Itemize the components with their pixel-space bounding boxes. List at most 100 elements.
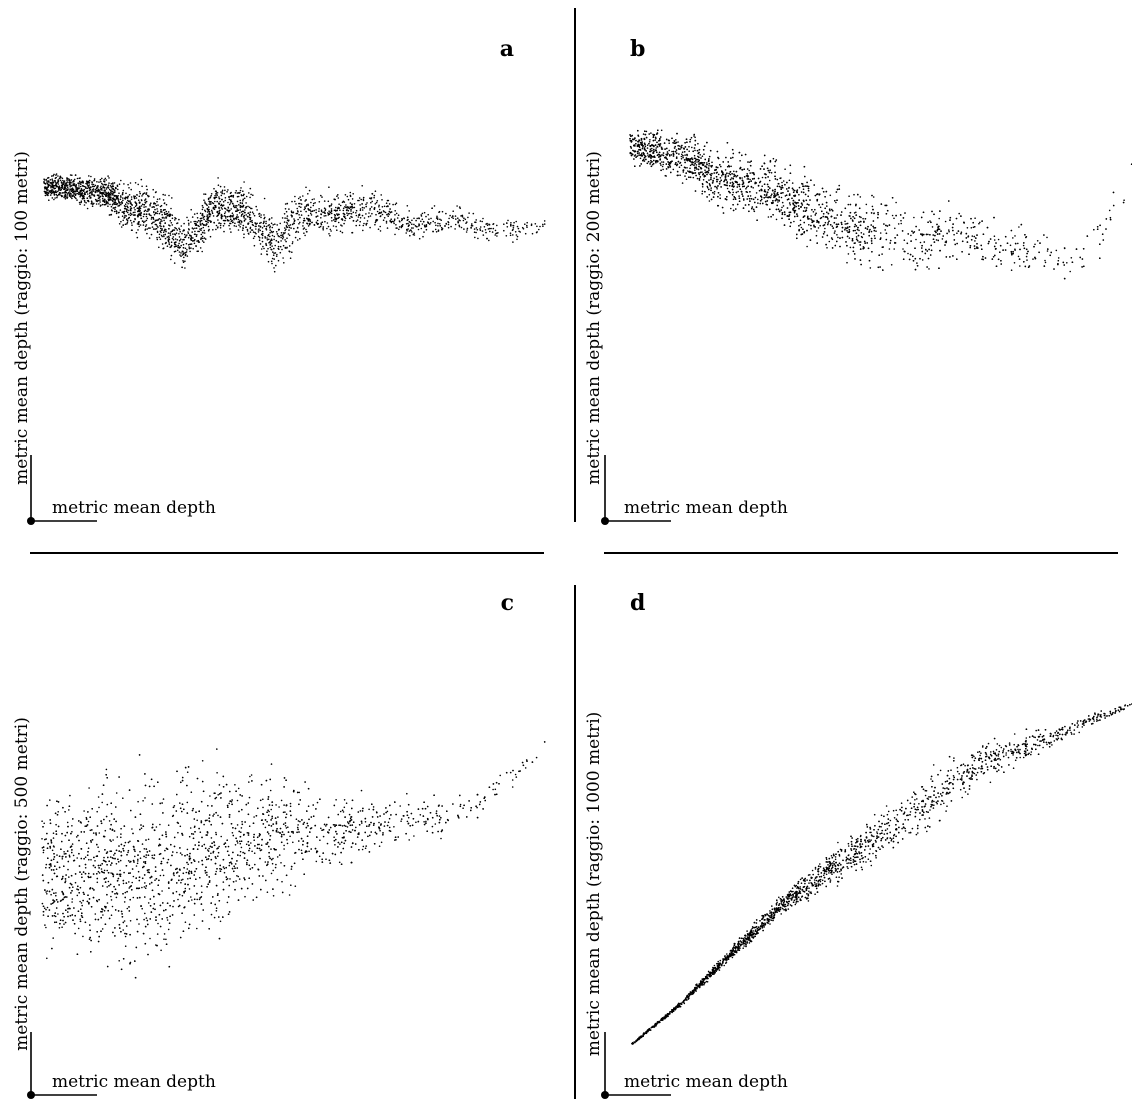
scatter-point-a <box>240 194 243 197</box>
scatter-point-a <box>70 179 73 181</box>
scatter-point-a <box>170 254 173 257</box>
scatter-point-a <box>108 192 111 195</box>
scatter-point-b <box>717 204 719 207</box>
scatter-point-a <box>219 200 221 203</box>
scatter-point-b <box>849 211 852 214</box>
scatter-point-b <box>1002 249 1004 251</box>
scatter-point-a <box>418 217 420 220</box>
scatter-point-b <box>781 184 783 187</box>
scatter-point-b <box>672 150 675 153</box>
scatter-point-a <box>82 194 85 197</box>
scatter-point-a <box>435 231 438 233</box>
scatter-point-a <box>88 179 91 182</box>
scatter-point-a <box>204 201 206 203</box>
scatter-point-b <box>665 153 668 156</box>
scatter-point-a <box>261 240 264 243</box>
scatter-point-a <box>461 214 463 217</box>
scatter-point-a <box>281 237 284 240</box>
scatter-point-b <box>919 257 921 260</box>
scatter-point-a <box>171 237 174 240</box>
scatter-point-b <box>644 145 647 148</box>
scatter-point-b <box>686 153 688 156</box>
scatter-point-a <box>395 202 398 204</box>
scatter-point-a <box>155 227 158 230</box>
scatter-point-b <box>926 250 929 252</box>
scatter-point-b <box>1057 263 1059 266</box>
scatter-point-a <box>239 226 241 228</box>
scatter-point-a <box>71 187 73 190</box>
scatter-point-b <box>909 253 912 256</box>
scatter-point-b <box>852 216 854 218</box>
scatter-point-b <box>720 179 722 182</box>
scatter-point-b <box>1019 265 1021 267</box>
scatter-point-a <box>126 201 128 204</box>
scatter-point-a <box>107 187 110 189</box>
scatter-point-b <box>747 178 750 180</box>
scatter-point-a <box>503 229 505 232</box>
scatter-point-a <box>45 191 48 194</box>
scatter-point-b <box>916 265 919 267</box>
scatter-point-b <box>836 188 839 191</box>
scatter-point-a <box>362 224 365 227</box>
scatter-point-a <box>49 182 52 184</box>
scatter-point-b <box>666 147 668 150</box>
scatter-point-a <box>124 216 126 218</box>
scatter-point-a <box>96 200 98 203</box>
scatter-point-a <box>173 242 176 244</box>
scatter-point-a <box>192 228 195 230</box>
scatter-point-a <box>104 203 107 206</box>
scatter-point-b <box>807 189 810 192</box>
scatter-point-a <box>122 224 124 226</box>
scatter-point-a <box>193 242 196 245</box>
scatter-point-a <box>207 225 210 228</box>
scatter-point-b <box>673 142 676 144</box>
scatter-point-a <box>291 241 294 243</box>
scatter-point-a <box>69 194 71 197</box>
scatter-point-a <box>178 227 180 230</box>
scatter-point-b <box>846 244 848 247</box>
scatter-point-b <box>712 179 714 182</box>
scatter-point-a <box>165 229 167 231</box>
scatter-point-a <box>345 209 348 212</box>
scatter-point-b <box>697 152 699 155</box>
scatter-point-a <box>228 210 230 213</box>
scatter-point-a <box>308 209 310 211</box>
scatter-point-b <box>885 204 888 207</box>
scatter-point-a <box>270 222 273 225</box>
scatter-point-b <box>1000 260 1002 262</box>
scatter-point-b <box>849 215 851 217</box>
scatter-point-b <box>757 202 759 204</box>
scatter-point-a <box>119 198 122 201</box>
scatter-point-a <box>359 209 362 212</box>
scatter-point-a <box>315 211 318 214</box>
scatter-point-a <box>232 195 234 197</box>
scatter-point-a <box>196 221 199 223</box>
scatter-point-a <box>137 209 140 212</box>
scatter-point-a <box>249 218 251 221</box>
scatter-point-a <box>321 221 324 223</box>
scatter-point-b <box>723 179 726 182</box>
scatter-point-a <box>115 196 118 199</box>
scatter-point-b <box>756 219 758 221</box>
scatter-point-b <box>681 144 683 147</box>
scatter-point-a <box>333 209 336 212</box>
scatter-point-b <box>871 194 873 197</box>
scatter-point-b <box>738 183 741 186</box>
scatter-point-a <box>389 208 391 210</box>
scatter-point-b <box>645 136 648 139</box>
scatter-point-a <box>158 236 161 239</box>
scatter-point-b <box>867 225 869 228</box>
scatter-point-a <box>144 225 147 228</box>
scatter-point-b <box>774 190 776 193</box>
scatter-point-b <box>860 263 862 266</box>
scatter-point-b <box>695 174 697 177</box>
scatter-point-b <box>847 253 850 255</box>
scatter-point-a <box>284 217 286 219</box>
scatter-point-a <box>135 231 138 234</box>
scatter-point-a <box>54 181 57 183</box>
scatter-point-b <box>846 235 849 238</box>
scatter-point-a <box>259 229 262 232</box>
scatter-point-b <box>763 162 766 164</box>
scatter-point-a <box>95 203 98 205</box>
scatter-point-b <box>654 160 657 163</box>
